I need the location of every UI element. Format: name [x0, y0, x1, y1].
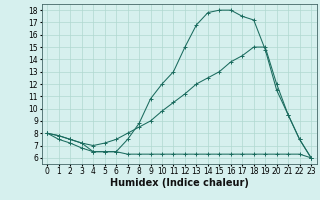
X-axis label: Humidex (Indice chaleur): Humidex (Indice chaleur)	[110, 178, 249, 188]
